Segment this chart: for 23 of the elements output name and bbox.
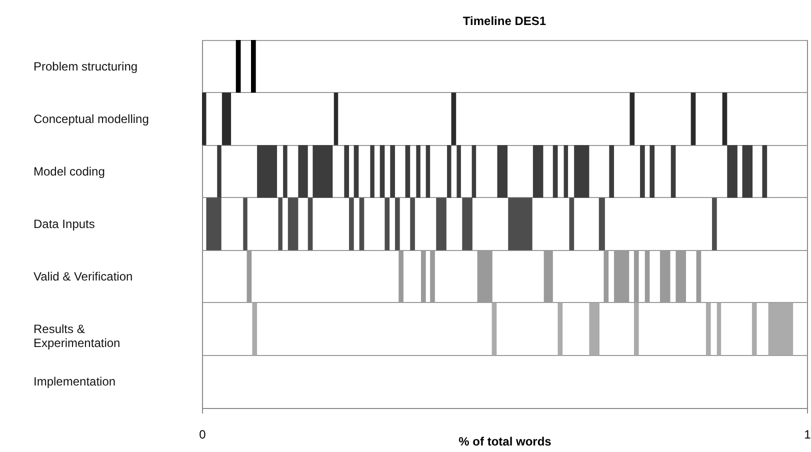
x-tick-label: 0: [199, 428, 206, 442]
bar: [552, 145, 558, 198]
bar: [640, 145, 645, 198]
y-tick-label: Implementation: [34, 374, 116, 389]
bar: [650, 145, 655, 198]
y-tick-label: Data Inputs: [34, 217, 95, 231]
bar: [564, 145, 568, 198]
bar: [574, 145, 590, 198]
bar: [532, 145, 544, 198]
y-tick-label: Conceptual modelling: [34, 112, 149, 126]
chart-title: Timeline DES1: [462, 14, 546, 28]
bar: [727, 145, 738, 198]
bar: [742, 145, 753, 198]
bar: [497, 145, 508, 198]
bar: [670, 145, 676, 198]
y-tick-label: Results & Experimentation: [34, 322, 120, 350]
y-tick-label: Model coding: [34, 164, 105, 178]
x-axis-title: % of total words: [458, 434, 552, 448]
bar: [762, 145, 768, 198]
x-tick-label: 1: [804, 428, 811, 442]
bar: [609, 145, 614, 198]
y-tick-label: Valid & Verification: [34, 270, 133, 284]
y-tick-label: Problem structuring: [34, 59, 138, 74]
